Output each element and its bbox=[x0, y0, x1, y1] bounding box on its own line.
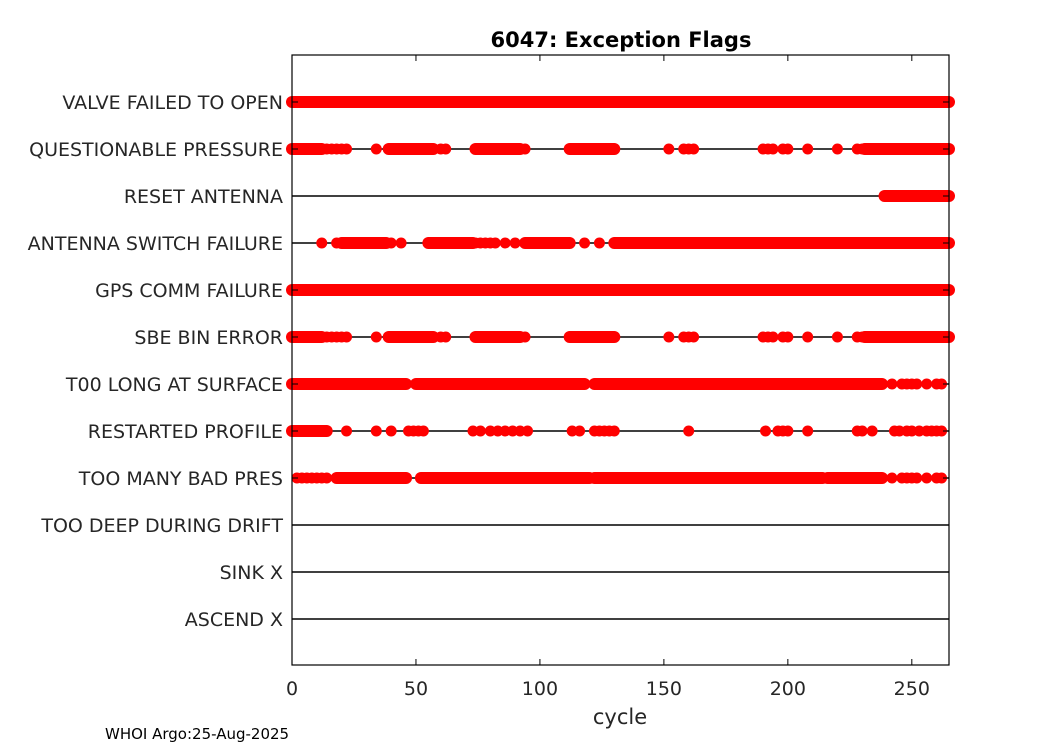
flag-point bbox=[574, 331, 586, 343]
flag-point bbox=[522, 425, 534, 437]
flag-point bbox=[866, 425, 878, 437]
flag-point bbox=[831, 143, 843, 155]
flag-point bbox=[782, 331, 794, 343]
flag-point bbox=[341, 143, 353, 155]
flag-point bbox=[688, 143, 700, 155]
x-tick-label: 150 bbox=[646, 678, 682, 700]
footer-note: WHOI Argo:25-Aug-2025 bbox=[105, 725, 290, 743]
flag-point bbox=[593, 237, 605, 249]
y-tick-label: SBE BIN ERROR bbox=[134, 327, 283, 349]
flag-point bbox=[856, 331, 868, 343]
flag-point bbox=[663, 331, 675, 343]
flag-point bbox=[802, 425, 814, 437]
flag-point bbox=[474, 425, 486, 437]
chart-title: 6047: Exception Flags bbox=[491, 28, 752, 52]
x-tick-label: 250 bbox=[894, 678, 930, 700]
flag-point bbox=[385, 237, 397, 249]
series-8 bbox=[291, 472, 949, 484]
flag-point bbox=[479, 143, 491, 155]
flag-point bbox=[886, 472, 898, 484]
flag-point bbox=[936, 425, 948, 437]
flag-point bbox=[584, 143, 596, 155]
flag-point bbox=[370, 331, 382, 343]
x-tick-label: 50 bbox=[404, 678, 428, 700]
series-5 bbox=[286, 331, 955, 343]
flag-point bbox=[921, 378, 933, 390]
series-1 bbox=[286, 143, 955, 155]
flag-point bbox=[767, 143, 779, 155]
flag-point bbox=[440, 143, 452, 155]
y-tick-label: GPS COMM FAILURE bbox=[95, 280, 283, 302]
flag-point bbox=[767, 331, 779, 343]
flag-point bbox=[688, 331, 700, 343]
flag-point bbox=[574, 143, 586, 155]
flag-point bbox=[598, 331, 610, 343]
flag-point bbox=[598, 143, 610, 155]
axes-layer: VALVE FAILED TO OPEN QUESTIONABLE PRESSUR… bbox=[28, 55, 949, 700]
flag-point bbox=[760, 425, 772, 437]
flag-point bbox=[881, 143, 893, 155]
flag-point bbox=[584, 331, 596, 343]
flag-point bbox=[385, 425, 397, 437]
flag-point bbox=[782, 425, 794, 437]
flag-point bbox=[370, 143, 382, 155]
flag-point bbox=[911, 472, 923, 484]
y-tick-label: ASCEND X bbox=[185, 609, 283, 631]
x-tick-label: 100 bbox=[522, 678, 558, 700]
flag-point bbox=[519, 331, 531, 343]
flag-point bbox=[574, 425, 586, 437]
flag-point bbox=[856, 143, 868, 155]
flag-point bbox=[683, 425, 695, 437]
y-tick-label: TOO MANY BAD PRES bbox=[78, 468, 283, 490]
flag-point bbox=[321, 472, 333, 484]
y-tick-label: TOO DEEP DURING DRIFT bbox=[40, 515, 283, 537]
y-tick-label: VALVE FAILED TO OPEN bbox=[62, 92, 283, 114]
flag-point bbox=[936, 472, 948, 484]
flag-point bbox=[341, 425, 353, 437]
flag-point bbox=[489, 237, 501, 249]
flag-point bbox=[663, 143, 675, 155]
flag-point bbox=[831, 331, 843, 343]
series-7 bbox=[286, 425, 949, 437]
y-tick-label: RESTARTED PROFILE bbox=[88, 421, 283, 443]
flag-point bbox=[440, 331, 452, 343]
series-layer bbox=[286, 96, 955, 620]
flag-point bbox=[499, 237, 511, 249]
y-tick-label: T00 LONG AT SURFACE bbox=[65, 374, 283, 396]
flag-point bbox=[316, 237, 328, 249]
flag-point bbox=[921, 472, 933, 484]
flag-point bbox=[331, 237, 343, 249]
y-tick-label: SINK X bbox=[220, 562, 283, 584]
y-tick-label: RESET ANTENNA bbox=[124, 186, 283, 208]
flag-point bbox=[509, 237, 521, 249]
series-3 bbox=[292, 237, 955, 249]
y-tick-label: QUESTIONABLE PRESSURE bbox=[29, 139, 283, 161]
series-6 bbox=[286, 378, 949, 390]
flag-point bbox=[911, 378, 923, 390]
flag-point bbox=[370, 425, 382, 437]
flag-point bbox=[341, 331, 353, 343]
flag-point bbox=[519, 143, 531, 155]
flag-point bbox=[479, 331, 491, 343]
flag-point bbox=[395, 237, 407, 249]
flag-point bbox=[936, 378, 948, 390]
flag-point bbox=[802, 331, 814, 343]
flag-point bbox=[856, 425, 868, 437]
x-tick-label: 0 bbox=[286, 678, 298, 700]
flag-point bbox=[579, 237, 591, 249]
flag-point bbox=[417, 425, 429, 437]
x-tick-label: 200 bbox=[770, 678, 806, 700]
flag-point bbox=[881, 331, 893, 343]
flag-point bbox=[608, 425, 620, 437]
plot-frame bbox=[291, 54, 950, 666]
x-axis-label: cycle bbox=[593, 705, 647, 729]
flag-point bbox=[886, 378, 898, 390]
flag-point bbox=[802, 143, 814, 155]
y-tick-label: ANTENNA SWITCH FAILURE bbox=[28, 233, 283, 255]
flag-point bbox=[782, 143, 794, 155]
